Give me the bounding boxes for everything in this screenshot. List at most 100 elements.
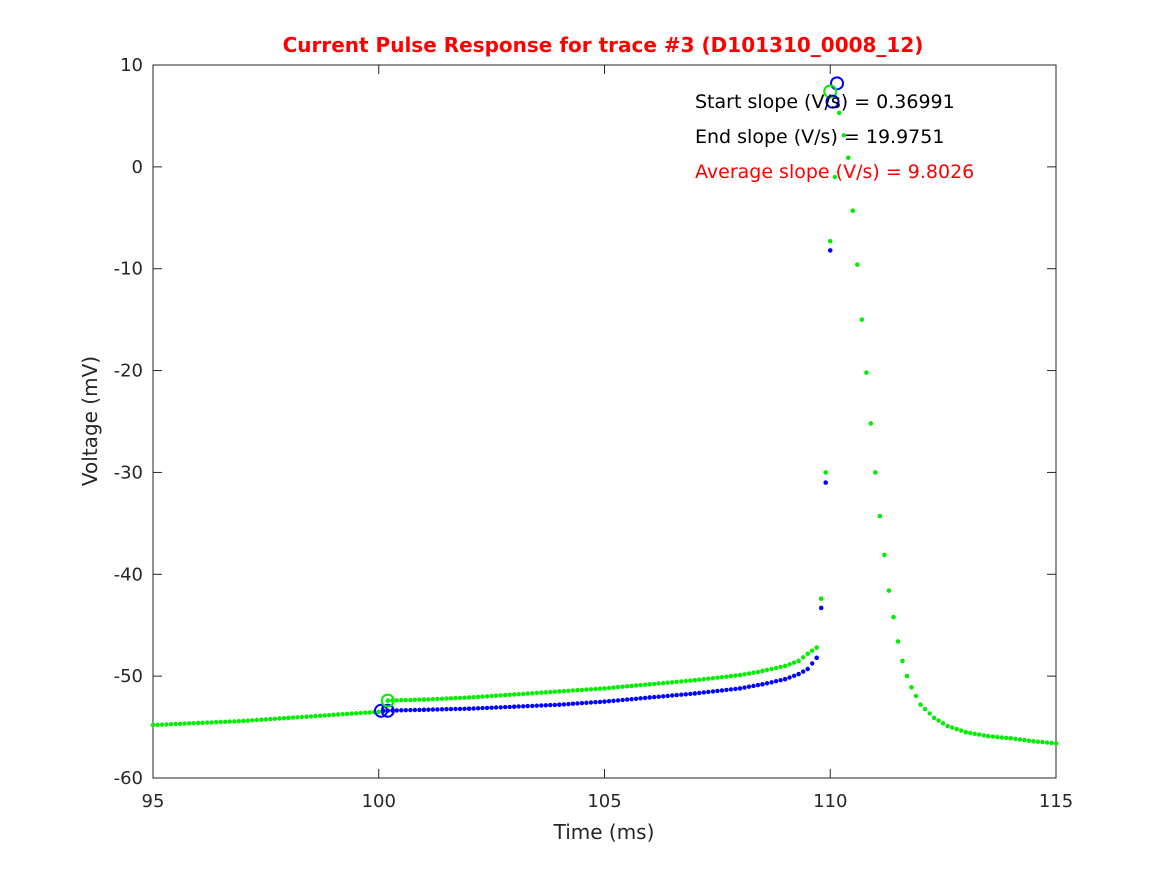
data-point (304, 714, 309, 719)
data-point (683, 692, 688, 697)
data-point (719, 688, 725, 693)
highlight-marker (380, 703, 395, 718)
data-point (1031, 739, 1036, 744)
data-point (512, 692, 517, 697)
annotation-text: End slope (V/s) = 19.9751 (695, 126, 944, 148)
data-point (557, 702, 562, 707)
data-point (597, 699, 603, 705)
y-tick-label: -20 (114, 361, 143, 382)
data-point (543, 703, 548, 708)
y-axis-label: Voltage (mV) (78, 356, 102, 486)
data-point (837, 110, 842, 116)
annotation-text: Start slope (V/s) = 0.36991 (695, 91, 955, 113)
data-point (462, 706, 467, 711)
data-point (281, 716, 287, 721)
data-point (900, 658, 905, 664)
data-point (525, 703, 530, 709)
data-point (241, 718, 246, 724)
data-point (823, 480, 828, 485)
plot-area: 95 100 105 110 115 -60 -50 -40 -30 -20 -10 0 10 Sta… (114, 55, 1074, 812)
data-point (1013, 736, 1018, 742)
data-point (652, 681, 657, 687)
data-point (575, 701, 580, 706)
data-point (493, 705, 499, 710)
data-point (782, 677, 788, 682)
data-point (399, 698, 404, 703)
x-tick-label: 115 (1039, 791, 1073, 812)
data-point (209, 720, 214, 725)
data-point (557, 689, 562, 694)
data-point (746, 671, 752, 676)
data-point (940, 721, 946, 726)
data-point (1022, 737, 1027, 743)
data-point (530, 691, 535, 696)
data-point (642, 695, 648, 701)
data-point (299, 714, 305, 720)
data-point (534, 690, 539, 696)
data-point (471, 695, 476, 700)
data-point (503, 692, 508, 698)
data-point (755, 669, 761, 675)
data-point (1049, 740, 1054, 746)
data-point (340, 712, 345, 717)
y-tick-label: -40 (114, 564, 143, 585)
data-point (647, 682, 652, 687)
data-point (286, 715, 291, 721)
data-point (552, 689, 557, 694)
data-point (331, 712, 336, 717)
data-point (521, 691, 526, 697)
data-point (633, 696, 639, 701)
data-point (191, 721, 196, 726)
data-point (421, 707, 427, 712)
data-point (710, 676, 716, 681)
data-point (570, 688, 576, 693)
data-point (945, 723, 950, 729)
data-point (417, 707, 422, 713)
data-point (408, 707, 413, 713)
data-point (638, 696, 643, 701)
data-point (457, 695, 463, 701)
data-point (250, 718, 255, 723)
data-point (290, 715, 296, 720)
data-point (439, 696, 445, 701)
data-point (579, 700, 585, 706)
data-point (543, 690, 548, 695)
data-point (841, 133, 846, 138)
data-point (263, 717, 269, 722)
data-point (579, 687, 585, 693)
data-point (620, 684, 625, 689)
data-point (259, 717, 264, 722)
data-point (466, 706, 472, 711)
data-point (629, 683, 634, 689)
data-point (868, 421, 874, 426)
data-point (633, 683, 639, 688)
data-point (778, 678, 783, 683)
data-point (164, 722, 169, 727)
y-tick-label: -60 (114, 768, 143, 789)
data-point (593, 686, 598, 692)
data-point (254, 717, 259, 723)
data-point (200, 720, 205, 725)
highlight-marker (825, 94, 840, 109)
data-point (769, 680, 774, 685)
chart-title: Current Pulse Response for trace #3 (D10… (283, 33, 924, 57)
data-point (570, 701, 576, 706)
data-point (489, 705, 494, 710)
series-0 (381, 248, 833, 713)
data-point (403, 708, 408, 713)
data-point (597, 686, 603, 691)
data-point (308, 714, 314, 719)
data-point (615, 698, 621, 703)
data-point (435, 707, 440, 712)
x-tick-label: 105 (587, 791, 621, 812)
data-point (155, 722, 160, 727)
data-point (448, 706, 454, 712)
data-point (670, 680, 675, 685)
annotation-text: Average slope (V/s) = 9.8026 (695, 161, 974, 183)
data-point (430, 707, 436, 712)
data-point (697, 677, 702, 682)
data-point (539, 703, 544, 708)
data-point (963, 730, 968, 735)
data-point (349, 711, 354, 716)
data-point (895, 639, 901, 644)
